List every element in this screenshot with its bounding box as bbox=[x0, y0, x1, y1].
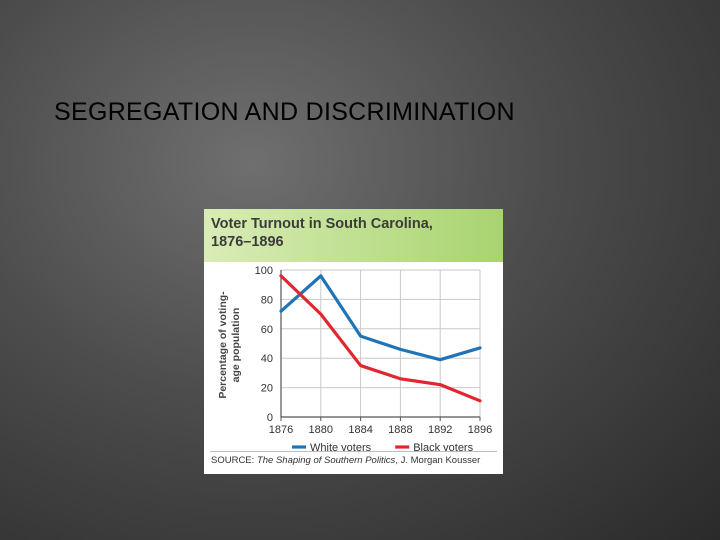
source-author: , J. Morgan Kousser bbox=[395, 455, 481, 466]
x-tick-label: 1880 bbox=[309, 424, 333, 436]
x-tick-label: 1896 bbox=[468, 424, 492, 436]
x-tick-label: 1888 bbox=[388, 424, 412, 436]
legend-label-black-voters: Black voters bbox=[413, 442, 473, 452]
line-chart: 0 20 40 60 80 100 1876 1880 1884 1888 1892 1896 Whi… bbox=[217, 265, 493, 452]
y-tick-label: 20 bbox=[261, 383, 273, 395]
chart-title-line-2: 1876–1896 bbox=[211, 234, 284, 250]
y-axis-label-line-1: Percentage of voting- bbox=[217, 291, 229, 399]
series-line-black-voters bbox=[279, 274, 482, 403]
y-tick-label: 100 bbox=[255, 265, 273, 277]
chart-card: Voter Turnout in South Carolina, 1876–18… bbox=[204, 209, 503, 474]
y-tick-label: 60 bbox=[261, 324, 273, 336]
chart-legend: White voters Black voters bbox=[292, 442, 474, 452]
y-axis-label-line-2: age population bbox=[230, 308, 242, 383]
series-line-white-voters bbox=[279, 274, 482, 362]
chart-axes: 0 20 40 60 80 100 1876 1880 1884 1888 1892 1896 bbox=[255, 265, 493, 436]
x-tick-label: 1892 bbox=[428, 424, 452, 436]
source-title: The Shaping of Southern Politics bbox=[256, 455, 396, 466]
y-tick-label: 80 bbox=[261, 294, 273, 306]
x-tick-label: 1876 bbox=[269, 424, 293, 436]
source-citation: SOURCE: The Shaping of Southern Politics… bbox=[211, 455, 480, 466]
y-tick-label: 0 bbox=[267, 412, 273, 424]
chart-grid bbox=[280, 269, 481, 418]
x-tick-label: 1884 bbox=[348, 424, 372, 436]
legend-label-white-voters: White voters bbox=[310, 442, 372, 452]
slide-title: SEGREGATION AND DISCRIMINATION bbox=[54, 98, 515, 126]
y-tick-label: 40 bbox=[261, 353, 273, 365]
chart-header: Voter Turnout in South Carolina, 1876–18… bbox=[204, 209, 503, 262]
source-divider bbox=[210, 451, 497, 452]
source-label: SOURCE: bbox=[211, 455, 255, 466]
chart-title-line-1: Voter Turnout in South Carolina, bbox=[211, 216, 433, 232]
chart-series bbox=[279, 274, 482, 403]
